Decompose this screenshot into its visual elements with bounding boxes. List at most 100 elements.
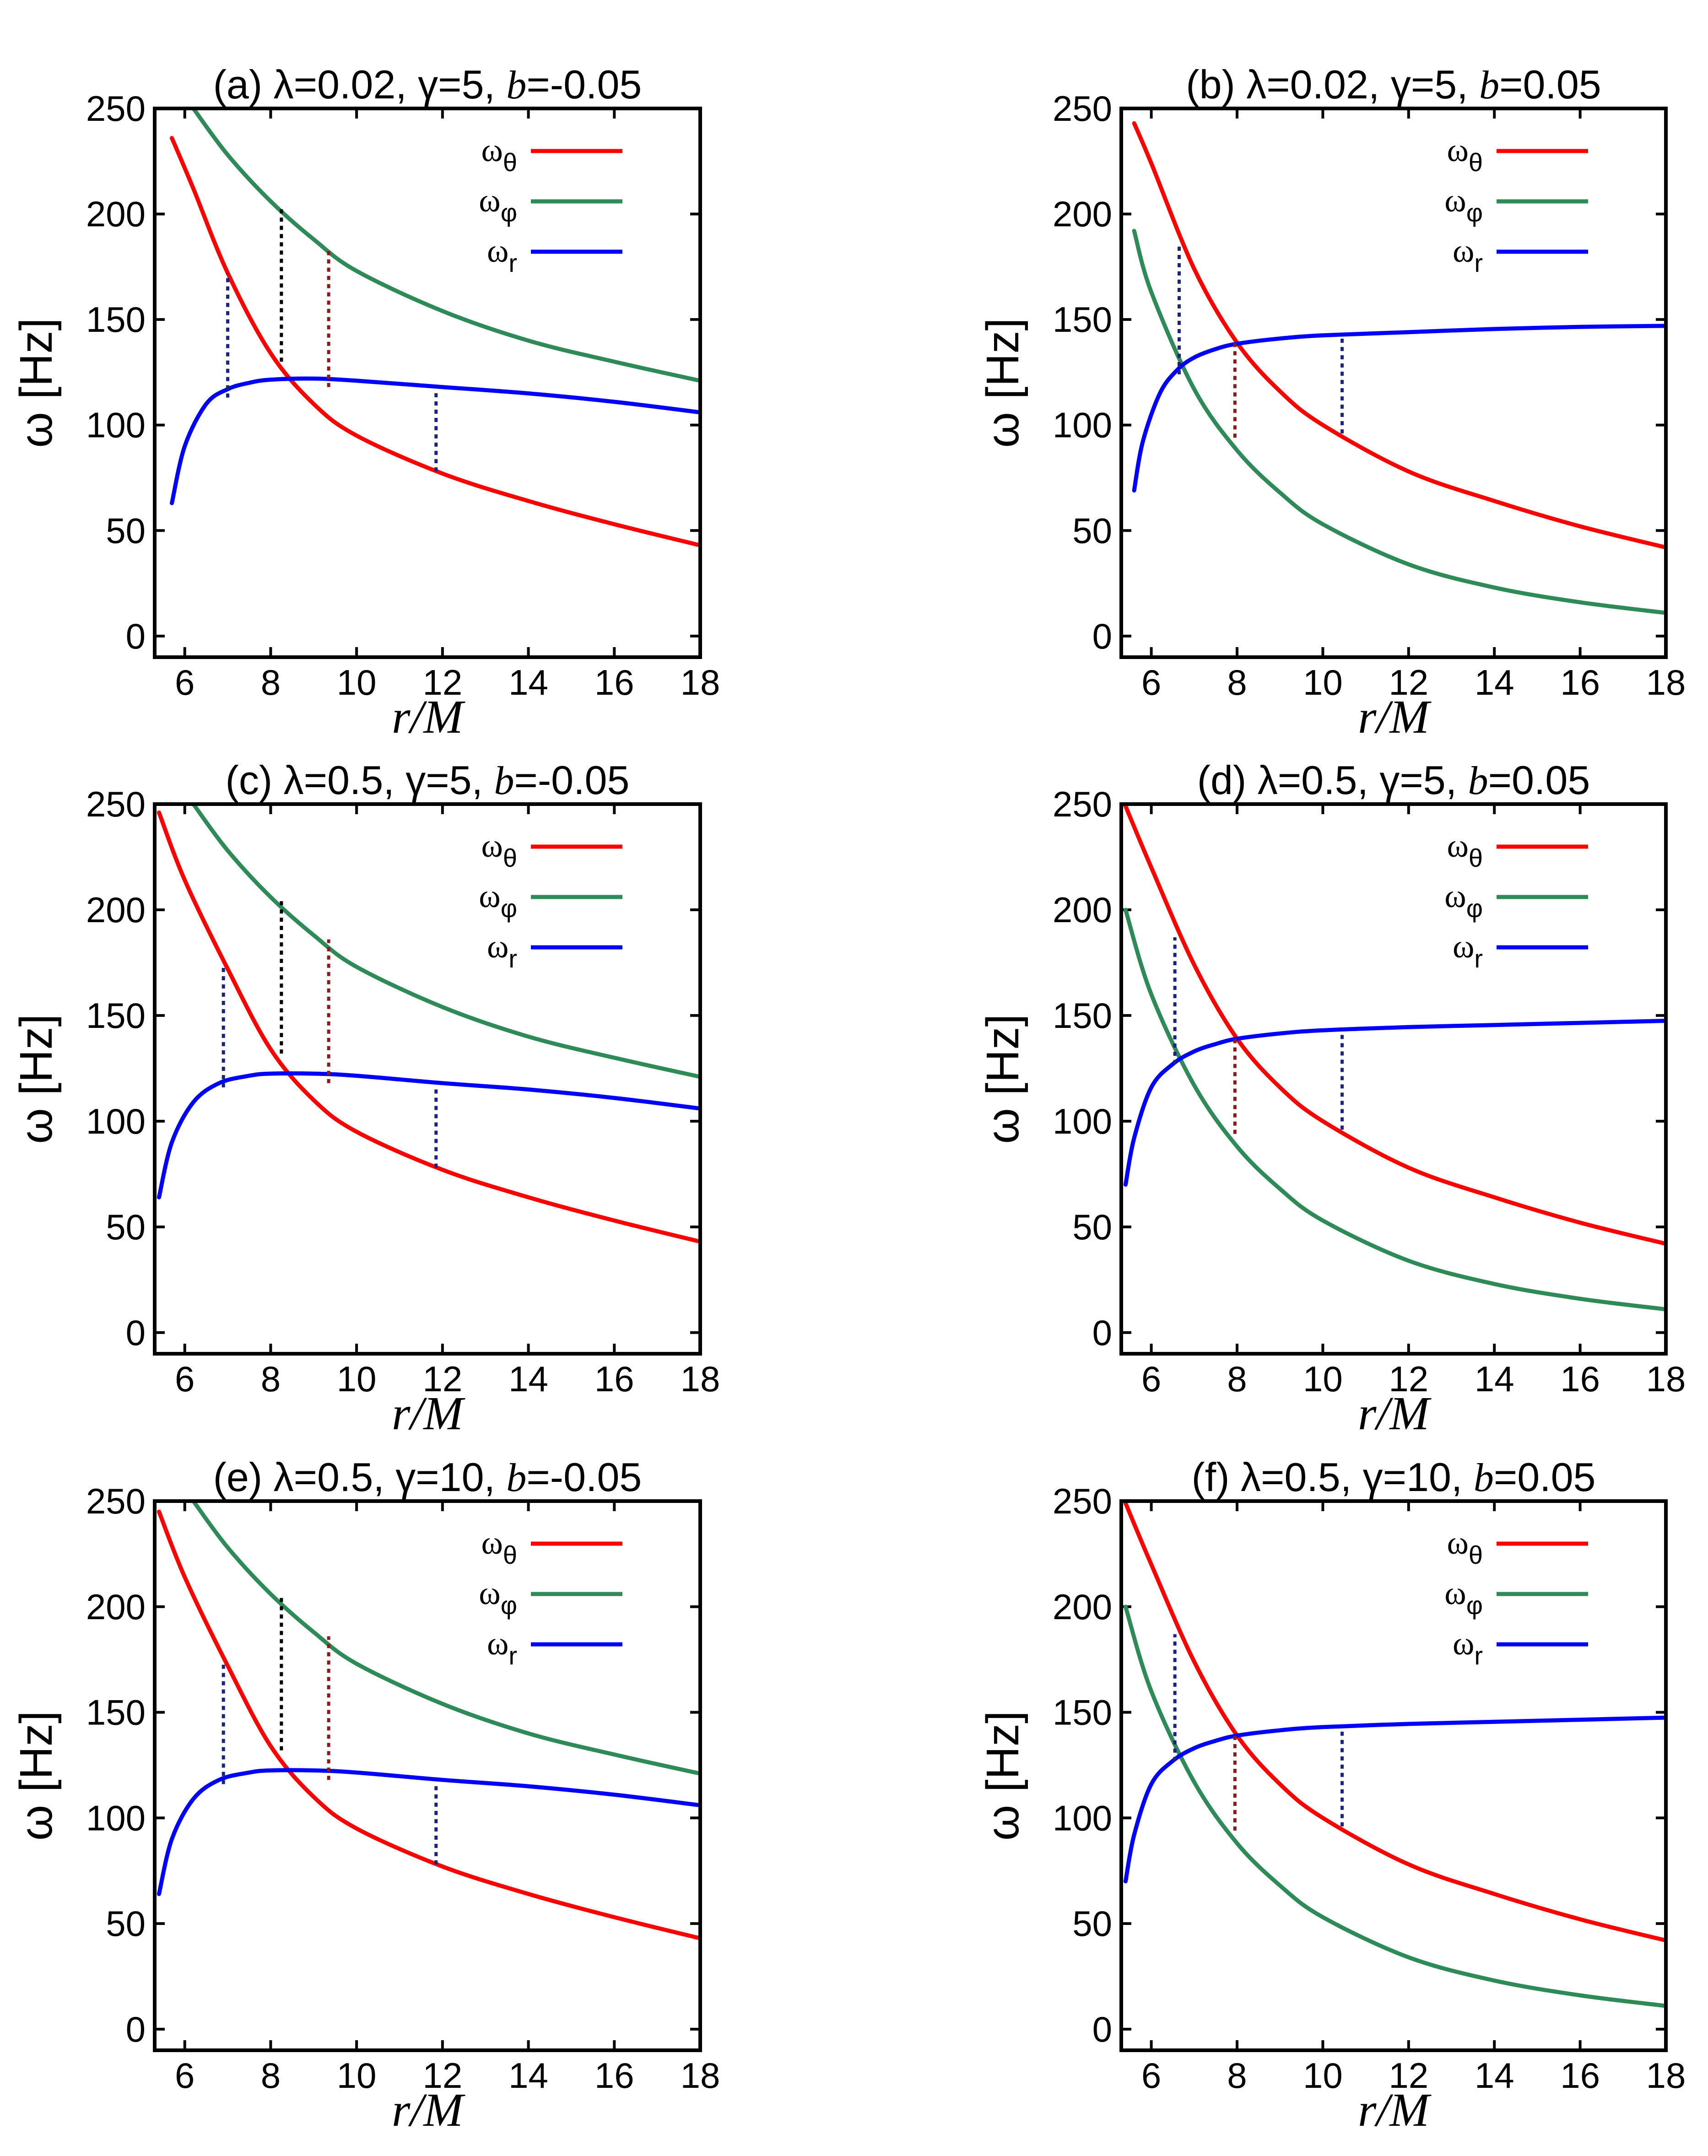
chart-title-b-symbol: b <box>494 759 514 803</box>
legend-subscript: r <box>508 249 517 277</box>
legend-subscript: φ <box>1466 1591 1483 1620</box>
chart-panel-c: (c) λ=0.5, γ=5, b=-0.05 6 8 10 12 14 16 18 0 50 10… <box>11 757 720 1440</box>
x-tick-label: 16 <box>1560 662 1600 702</box>
chart-title-b-value: =-0.05 <box>514 757 629 803</box>
x-tick-label: 14 <box>1475 1359 1514 1399</box>
x-tick-label: 10 <box>1303 2055 1343 2096</box>
series-line-φ <box>1123 1605 1666 2008</box>
x-tick-label: 12 <box>1389 662 1428 702</box>
x-tick-label: 10 <box>337 2055 377 2096</box>
y-tick-label: 200 <box>86 1587 146 1627</box>
chart-title-b-value: =0.05 <box>1499 62 1601 107</box>
legend-subscript: φ <box>501 894 517 923</box>
legend-subscript: θ <box>1469 843 1483 872</box>
legend-symbol: ω <box>1447 827 1468 864</box>
legend-symbol: ω <box>479 182 500 219</box>
legend-symbol: ω <box>479 878 500 914</box>
y-axis-label: ω [Hz] <box>11 1711 62 1841</box>
y-axis-label: ω [Hz] <box>977 1014 1028 1144</box>
x-axis-label: r/M <box>392 1387 465 1440</box>
y-tick-label: 50 <box>106 1903 146 1944</box>
x-tick-label: 12 <box>422 662 462 702</box>
legend-label-r: ωr <box>487 232 517 277</box>
chart-title-params: (c) λ=0.5, γ=5, <box>226 757 494 803</box>
chart-title-b-value: =-0.05 <box>526 1454 642 1500</box>
series-line-φ <box>1132 229 1666 615</box>
series-line-r <box>1123 1715 1666 1884</box>
chart-panel-d: (d) λ=0.5, γ=5, b=0.05 6 8 10 12 14 16 18 0 50 100… <box>977 757 1686 1440</box>
chart-panel-f: (f) λ=0.5, γ=10, b=0.05 6 8 10 12 14 16 18 0 50 10… <box>977 1454 1686 2136</box>
legend-label-θ: ωθ <box>1447 132 1483 177</box>
series-line-φ <box>191 1501 700 1776</box>
chart-title-b-value: =-0.05 <box>526 62 642 107</box>
legend-symbol: ω <box>487 1625 508 1662</box>
legend-label-r: ωr <box>487 1625 517 1670</box>
y-tick-label: 150 <box>86 1692 146 1733</box>
x-tick-label: 18 <box>681 662 720 702</box>
x-tick-label: 10 <box>1303 662 1343 702</box>
plot-frame <box>153 802 702 1356</box>
x-tick-label: 6 <box>1141 662 1161 702</box>
chart-title-params: (e) λ=0.5, γ=10, <box>213 1454 507 1500</box>
series-line-θ <box>1132 121 1666 550</box>
series-line-θ <box>1123 804 1666 1246</box>
chart-title-params: (d) λ=0.5, γ=5, <box>1197 757 1468 803</box>
x-tick-label: 18 <box>681 2055 720 2096</box>
x-tick-label: 14 <box>1475 662 1514 702</box>
legend-label-θ: ωθ <box>481 132 517 177</box>
series-line-θ <box>157 1509 700 1940</box>
series-line-r <box>157 1768 700 1896</box>
series-line-θ <box>157 811 700 1244</box>
x-tick-label: 8 <box>261 662 281 702</box>
chart-title-params: (a) λ=0.02, γ=5, <box>213 62 507 107</box>
legend-subscript: r <box>508 1641 517 1670</box>
legend-label-φ: ωφ <box>479 878 517 923</box>
y-tick-label: 0 <box>126 616 146 656</box>
plot-frame <box>1119 802 1668 1356</box>
legend-subscript: θ <box>503 1540 517 1569</box>
series-line-r <box>1132 324 1666 493</box>
series-group <box>1123 804 1666 1312</box>
legend-symbol: ω <box>1444 1575 1466 1611</box>
x-tick-label: 12 <box>422 1359 462 1399</box>
legend-label-φ: ωφ <box>1444 182 1483 227</box>
x-tick-label: 12 <box>1389 2055 1428 2096</box>
legend-subscript: r <box>1474 249 1483 277</box>
y-tick-label: 250 <box>86 784 146 824</box>
y-tick-label: 150 <box>86 299 146 340</box>
y-axis-label: ω [Hz] <box>11 1014 62 1144</box>
legend-symbol: ω <box>479 1575 500 1611</box>
y-axis-label: ω [Hz] <box>11 318 62 448</box>
y-tick-label: 100 <box>86 405 146 445</box>
legend-subscript: θ <box>503 843 517 872</box>
series-group <box>157 804 700 1244</box>
legend-subscript: r <box>508 944 517 973</box>
x-tick-label: 14 <box>508 1359 548 1399</box>
y-tick-label: 200 <box>86 890 146 930</box>
x-tick-label: 8 <box>1227 662 1247 702</box>
plot-frame <box>1119 1499 1668 2052</box>
y-tick-label: 200 <box>1053 194 1112 234</box>
legend-label-r: ωr <box>1453 232 1483 277</box>
series-group <box>170 108 700 548</box>
y-tick-label: 50 <box>1072 1207 1112 1247</box>
x-axis-label: r/M <box>1358 1387 1432 1440</box>
chart-title-params: (f) λ=0.5, γ=10, <box>1192 1454 1474 1500</box>
chart-panel-e: (e) λ=0.5, γ=10, b=-0.05 6 8 10 12 14 16 18 0 50 1… <box>11 1454 720 2136</box>
x-tick-label: 8 <box>261 2055 281 2096</box>
y-axis-label: ω [Hz] <box>977 318 1028 448</box>
y-tick-label: 50 <box>106 510 146 551</box>
x-tick-label: 6 <box>1141 1359 1161 1399</box>
legend-label-θ: ωθ <box>1447 827 1483 872</box>
y-tick-label: 0 <box>126 2009 146 2049</box>
legend-symbol: ω <box>1453 928 1474 965</box>
chart-title: (c) λ=0.5, γ=5, b=-0.05 <box>226 757 630 803</box>
y-tick-label: 200 <box>86 194 146 234</box>
y-axis-label: ω [Hz] <box>977 1711 1028 1841</box>
plot-frame <box>1119 107 1668 659</box>
legend-symbol: ω <box>481 132 503 168</box>
y-tick-label: 100 <box>86 1101 146 1141</box>
x-axis-label: r/M <box>392 691 465 743</box>
legend-symbol: ω <box>481 827 503 864</box>
